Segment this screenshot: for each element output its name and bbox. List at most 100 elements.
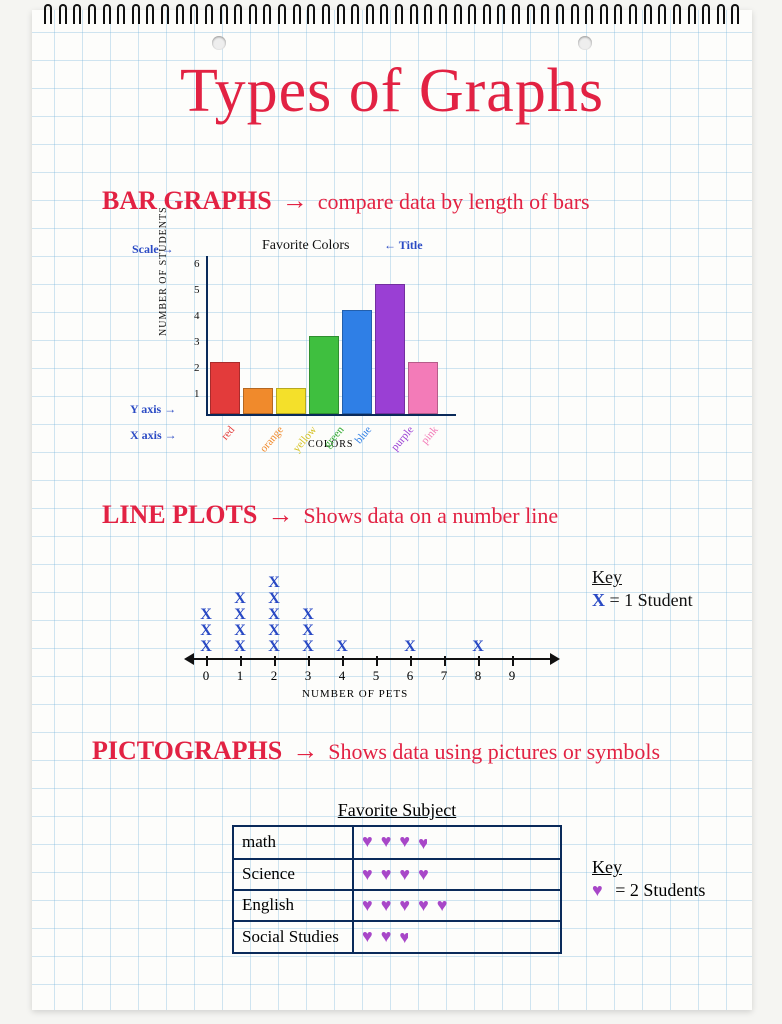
tick: [206, 656, 208, 666]
pictograph-table: math♥♥♥♥Science♥♥♥♥English♥♥♥♥♥Social St…: [232, 825, 562, 954]
x-mark: X: [234, 638, 246, 656]
y-axis-label: NUMBER OF STUDENTS: [158, 206, 169, 336]
heart-icon: ♥: [362, 831, 373, 851]
tick: [512, 656, 514, 666]
tick: [410, 656, 412, 666]
x-mark: X: [234, 622, 246, 640]
x-mark: X: [302, 606, 314, 624]
key-symbol: X: [592, 590, 605, 610]
heart-icon: ♥: [381, 831, 392, 851]
tick-label: 4: [339, 668, 346, 684]
line-plot-axis: [192, 658, 552, 660]
row-label: math: [233, 826, 353, 859]
anno-title: ← Title: [384, 238, 423, 253]
bar-chart-title: Favorite Colors: [262, 238, 350, 254]
x-mark: X: [302, 638, 314, 656]
punch-hole: [212, 36, 226, 50]
x-category: orange: [258, 424, 286, 455]
x-mark: X: [268, 574, 280, 592]
arrow-icon: →: [282, 186, 308, 216]
graph-paper: Types of Graphs BAR GRAPHS → compare dat…: [32, 10, 752, 1010]
line-section-heading: LINE PLOTS → Shows data on a number line: [102, 500, 558, 530]
heart-icon: ♥: [418, 895, 429, 915]
table-row: Social Studies ♥ ♥ ♥: [233, 921, 561, 954]
anno-xaxis: X axis →: [130, 428, 177, 443]
key-title: Key: [592, 857, 622, 877]
y-tick: 4: [194, 310, 200, 322]
half-heart-icon: ♥: [399, 927, 408, 948]
heart-icon: ♥: [362, 926, 373, 946]
tick: [478, 656, 480, 666]
tick: [274, 656, 276, 666]
half-heart-icon: ♥: [418, 833, 427, 854]
x-mark: X: [268, 622, 280, 640]
tick: [308, 656, 310, 666]
tick-label: 9: [509, 668, 516, 684]
bar-chart-area: NUMBER OF STUDENTS COLORS 123456redorang…: [206, 256, 456, 416]
bar-yellow: [276, 388, 306, 414]
bar-pink: [408, 362, 438, 414]
x-mark: X: [472, 638, 484, 656]
heart-icon: ♥: [437, 895, 448, 915]
line-plot-xlabel: NUMBER OF PETS: [302, 688, 408, 700]
bar-orange: [243, 388, 273, 414]
line-plot: NUMBER OF PETS 0XXX1XXXX2XXXXX3XXX4X56X7…: [192, 550, 552, 690]
x-mark: X: [268, 638, 280, 656]
key-text: = 2 Students: [615, 880, 705, 900]
row-symbols: ♥♥♥♥: [353, 826, 561, 859]
x-mark: X: [268, 590, 280, 608]
tick-label: 2: [271, 668, 278, 684]
bar-section-heading: BAR GRAPHS → compare data by length of b…: [102, 186, 590, 216]
row-symbols: ♥♥♥♥: [353, 859, 561, 890]
tick: [444, 656, 446, 666]
punch-hole: [578, 36, 592, 50]
x-mark: X: [234, 590, 246, 608]
y-tick: 3: [194, 336, 200, 348]
bar-container: [210, 284, 438, 414]
page-title: Types of Graphs: [32, 56, 752, 127]
pictograph-title: Favorite Subject: [232, 800, 562, 821]
line-heading-text: LINE PLOTS: [102, 500, 257, 530]
x-category: red: [219, 424, 237, 442]
tick-label: 3: [305, 668, 312, 684]
key-symbol: ♥: [592, 880, 603, 900]
y-tick: 5: [194, 284, 200, 296]
key-title: Key: [592, 567, 622, 587]
tick-label: 0: [203, 668, 210, 684]
line-plot-key: Key X = 1 Student: [592, 566, 693, 613]
x-mark: X: [200, 622, 212, 640]
x-mark: X: [200, 638, 212, 656]
y-tick: 1: [194, 388, 200, 400]
y-tick: 6: [194, 258, 200, 270]
x-mark: X: [268, 606, 280, 624]
bar-heading-text: BAR GRAPHS: [102, 186, 272, 216]
table-row: math♥♥♥♥: [233, 826, 561, 859]
row-symbols: ♥ ♥ ♥: [353, 921, 561, 954]
y-tick: 2: [194, 362, 200, 374]
tick-label: 1: [237, 668, 244, 684]
x-category: purple: [389, 424, 416, 453]
anno-yaxis: Y axis →: [130, 402, 176, 417]
picto-heading-desc: Shows data using pictures or symbols: [328, 739, 660, 765]
arrow-icon: →: [267, 500, 293, 530]
tick: [240, 656, 242, 666]
bar-purple: [375, 284, 405, 414]
row-label: Science: [233, 859, 353, 890]
table-row: English♥♥♥♥♥: [233, 890, 561, 921]
bar-green: [309, 336, 339, 414]
tick-label: 5: [373, 668, 380, 684]
row-label: Social Studies: [233, 921, 353, 954]
heart-icon: ♥: [381, 864, 392, 884]
x-mark: X: [234, 606, 246, 624]
row-symbols: ♥♥♥♥♥: [353, 890, 561, 921]
heart-icon: ♥: [362, 864, 373, 884]
spiral-binding: [32, 10, 752, 32]
pictograph-key: Key ♥ = 2 Students: [592, 856, 705, 903]
heart-icon: ♥: [399, 864, 410, 884]
bar-blue: [342, 310, 372, 414]
table-row: Science♥♥♥♥: [233, 859, 561, 890]
tick-label: 7: [441, 668, 448, 684]
picto-section-heading: PICTOGRAPHS → Shows data using pictures …: [92, 736, 660, 766]
tick: [342, 656, 344, 666]
heart-icon: ♥: [381, 926, 392, 946]
